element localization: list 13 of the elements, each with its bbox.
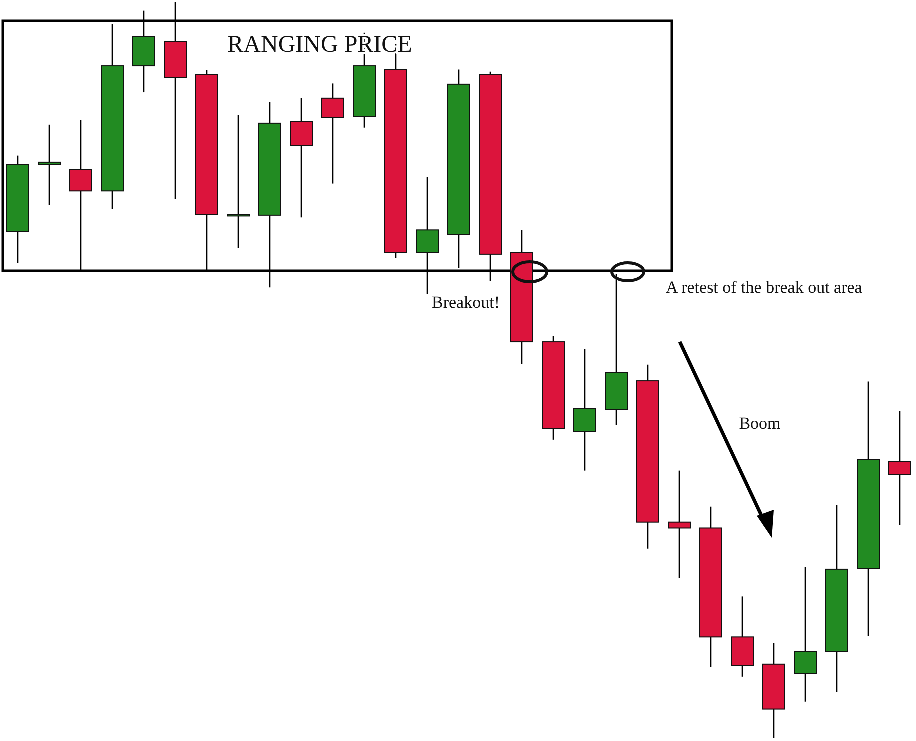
- candlestick: [227, 114, 250, 250]
- annotation: Breakout!: [432, 293, 500, 312]
- annotation: A retest of the break out area: [666, 278, 863, 297]
- candlestick: [70, 120, 92, 273]
- candlestick: [794, 566, 817, 703]
- candlestick: [38, 124, 61, 206]
- candlestick: [574, 348, 596, 472]
- candlestick: [888, 410, 912, 526]
- candlestick: [416, 176, 439, 295]
- candlestick: [668, 470, 691, 579]
- annotation: Boom: [739, 414, 781, 433]
- candlestick: [290, 98, 313, 218]
- candlestick: [322, 83, 344, 184]
